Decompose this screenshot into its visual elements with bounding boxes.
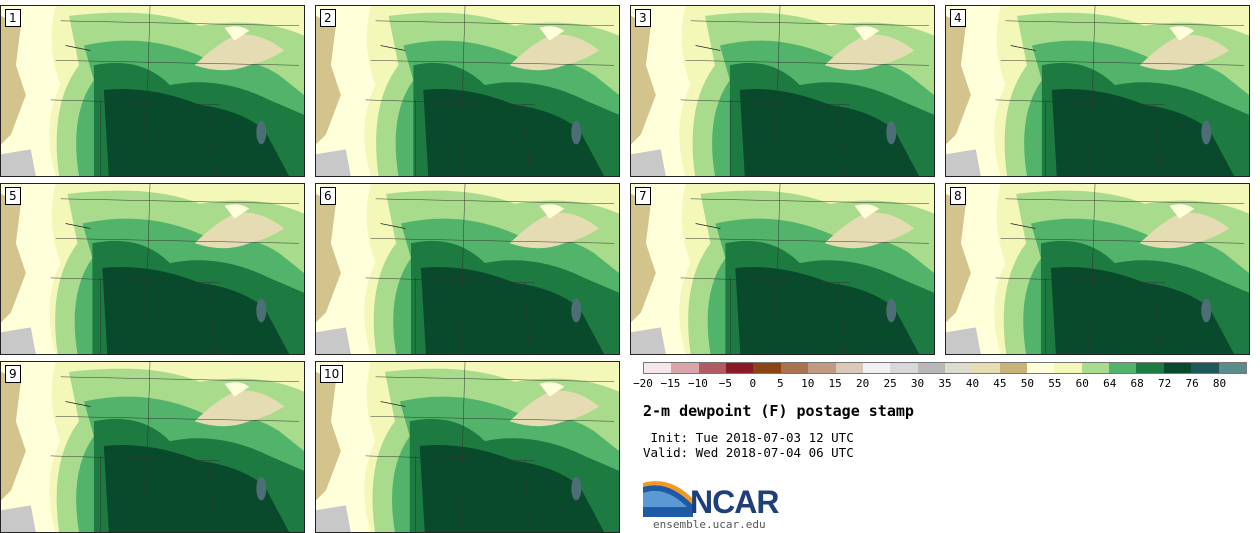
ncar-logo-text: NCAR <box>690 484 779 520</box>
colorbar-swatch <box>890 363 918 373</box>
panel-number: 6 <box>320 187 336 205</box>
colorbar-ticks: −20 −15 −10 −5 0 5 10 15 20 25 30 35 40 45 50 55 60 64 68 7… <box>633 377 1247 391</box>
dewpoint-map <box>316 6 619 176</box>
colorbar-tick-label: 35 <box>938 377 952 390</box>
colorbar-tick-label: 20 <box>856 377 870 390</box>
colorbar-swatch <box>1163 363 1192 373</box>
colorbar-swatch <box>917 363 945 373</box>
colorbar-tick-label: 50 <box>1020 377 1034 390</box>
colorbar-swatch <box>753 363 781 373</box>
colorbar-tick-label: 25 <box>883 377 897 390</box>
colorbar-tick-label: 76 <box>1185 377 1199 390</box>
colorbar-swatch <box>1027 363 1055 373</box>
panel-number: 7 <box>635 187 651 205</box>
dewpoint-map <box>631 6 934 176</box>
dewpoint-map <box>1 362 304 532</box>
colorbar-tick-label: −15 <box>660 377 681 390</box>
colorbar-swatch <box>808 363 836 373</box>
colorbar-tick-label: 72 <box>1158 377 1172 390</box>
colorbar-swatch <box>671 363 699 373</box>
colorbar-tick-label: −5 <box>718 377 732 390</box>
colorbar-swatch <box>944 363 973 373</box>
colorbar-tick-label: −10 <box>687 377 708 390</box>
valid-time: Valid: Wed 2018-07-04 06 UTC <box>643 445 854 460</box>
ensemble-member-panel-2: 2 <box>315 5 620 177</box>
colorbar-swatch <box>835 363 863 373</box>
panel-number: 8 <box>950 187 966 205</box>
colorbar-swatch <box>1136 363 1164 373</box>
panel-number: 3 <box>635 9 651 27</box>
colorbar-swatch <box>972 363 1000 373</box>
ensemble-member-panel-3: 3 <box>630 5 935 177</box>
colorbar-tick-label: 15 <box>828 377 842 390</box>
colorbar-tick-label: 10 <box>801 377 815 390</box>
colorbar-tick-label: 68 <box>1130 377 1144 390</box>
colorbar-tick-label: 40 <box>965 377 980 390</box>
colorbar <box>643 362 1247 374</box>
ensemble-member-panel-7: 7 <box>630 183 935 355</box>
website-label: ensemble.ucar.edu <box>653 518 766 531</box>
colorbar-tick-label: 0 <box>749 377 757 390</box>
panel-number: 4 <box>950 9 966 27</box>
colorbar-tick-label: 45 <box>993 377 1007 390</box>
colorbar-swatch <box>726 363 754 373</box>
colorbar-tick-label: 55 <box>1048 377 1062 390</box>
colorbar-swatch <box>1109 363 1137 373</box>
ensemble-member-panel-8: 8 <box>945 183 1250 355</box>
ensemble-member-panel-1: 1 <box>0 5 305 177</box>
dewpoint-map <box>946 184 1249 354</box>
colorbar-tick-label: 60 <box>1075 377 1089 390</box>
colorbar-tick-label: 80 <box>1212 377 1227 390</box>
panel-number: 2 <box>320 9 336 27</box>
colorbar-swatch <box>1054 363 1082 373</box>
colorbar-swatch <box>999 363 1028 373</box>
colorbar-swatch <box>1218 363 1246 373</box>
ensemble-member-panel-4: 4 <box>945 5 1250 177</box>
ensemble-member-panel-5: 5 <box>0 183 305 355</box>
panel-number: 5 <box>5 187 21 205</box>
colorbar-swatch <box>780 363 809 373</box>
ensemble-member-panel-6: 6 <box>315 183 620 355</box>
ensemble-member-panel-9: 9 <box>0 361 305 533</box>
colorbar-swatch <box>698 363 727 373</box>
dewpoint-map <box>1 6 304 176</box>
ncar-logo-icon <box>643 481 695 517</box>
page-title: 2-m dewpoint (F) postage stamp <box>643 402 914 420</box>
dewpoint-map <box>316 362 619 532</box>
colorbar-tick-label: 30 <box>910 377 925 390</box>
panel-number: 9 <box>5 365 21 383</box>
dewpoint-map <box>316 184 619 354</box>
panel-number: 1 <box>5 9 21 27</box>
dewpoint-map <box>946 6 1249 176</box>
colorbar-swatch <box>1081 363 1110 373</box>
colorbar-tick-label: 5 <box>776 377 784 390</box>
colorbar-swatch <box>862 363 891 373</box>
colorbar-tick-label: −20 <box>633 377 653 390</box>
ensemble-member-panel-10: 10 <box>315 361 620 533</box>
colorbar-tick-label: 64 <box>1103 377 1117 390</box>
panel-number: 10 <box>320 365 344 383</box>
colorbar-swatch <box>644 363 672 373</box>
init-time: Init: Tue 2018-07-03 12 UTC <box>643 430 854 445</box>
colorbar-swatch <box>1191 363 1219 373</box>
dewpoint-map <box>631 184 934 354</box>
dewpoint-map <box>1 184 304 354</box>
